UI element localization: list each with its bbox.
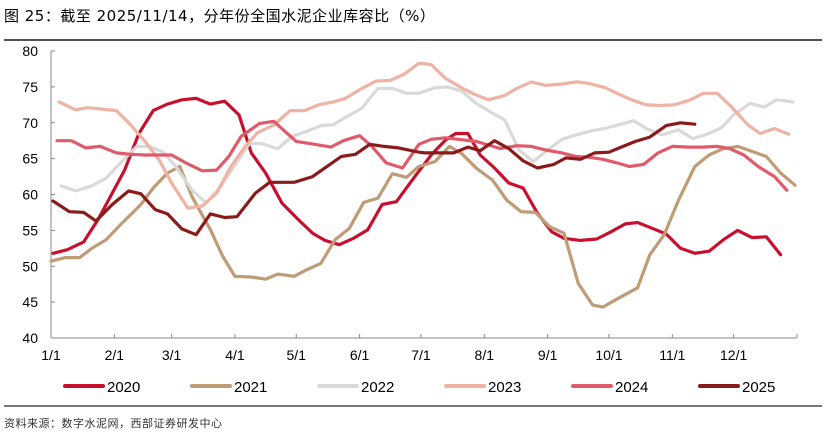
y-tick-label: 65 bbox=[22, 151, 38, 167]
legend-label-2020: 2020 bbox=[107, 379, 140, 396]
legend-label-2023: 2023 bbox=[488, 379, 521, 396]
x-tick-label: 6/1 bbox=[350, 347, 370, 363]
x-tick-label: 3/1 bbox=[162, 347, 182, 363]
x-tick-label: 2/1 bbox=[105, 347, 125, 363]
chart-title: 图 25：截至 2025/11/14，分年份全国水泥企业库容比（%） bbox=[4, 7, 436, 25]
legend-label-2021: 2021 bbox=[234, 379, 267, 396]
series-line-2020 bbox=[51, 96, 783, 257]
legend-label-2022: 2022 bbox=[361, 379, 394, 396]
x-tick-label: 11/1 bbox=[659, 347, 685, 363]
series-line-2023 bbox=[57, 61, 791, 210]
title-divider bbox=[4, 39, 822, 41]
x-tick-label: 12/1 bbox=[720, 347, 747, 363]
y-tick-label: 50 bbox=[22, 258, 38, 274]
legend-label-2024: 2024 bbox=[615, 379, 648, 396]
x-tick-label: 9/1 bbox=[538, 347, 558, 363]
series-lines bbox=[49, 61, 797, 309]
x-tick-label: 8/1 bbox=[475, 347, 495, 363]
y-tick-label: 75 bbox=[22, 79, 38, 95]
y-tick-label: 45 bbox=[22, 294, 38, 310]
y-tick-label: 60 bbox=[22, 187, 38, 203]
series-line-2022 bbox=[59, 85, 795, 205]
source-divider bbox=[4, 405, 822, 407]
x-tick-label: 4/1 bbox=[225, 347, 245, 363]
source-note: 资料来源：数字水泥网，西部证券研发中心 bbox=[4, 417, 223, 430]
legend: 2020 2021 2022 2023 2024 2025 bbox=[63, 379, 775, 396]
y-tick-label: 70 bbox=[22, 115, 38, 131]
axes: 40 45 50 55 60 65 70 75 80 1/1 2/1 3/1 4/1 5/1 6/1 7/1 8… bbox=[22, 43, 798, 363]
series-line-2024 bbox=[55, 119, 789, 192]
x-tick-label: 10/1 bbox=[595, 347, 622, 363]
series-line-2025 bbox=[51, 121, 697, 237]
y-tick-label: 40 bbox=[22, 330, 38, 346]
y-tick-label: 80 bbox=[22, 43, 38, 59]
series-line-2021 bbox=[49, 144, 797, 309]
x-tick-label: 1/1 bbox=[41, 347, 61, 363]
x-tick-label: 5/1 bbox=[287, 347, 307, 363]
y-tick-label: 55 bbox=[22, 222, 38, 238]
x-tick-label: 7/1 bbox=[411, 347, 431, 363]
legend-label-2025: 2025 bbox=[742, 379, 775, 396]
